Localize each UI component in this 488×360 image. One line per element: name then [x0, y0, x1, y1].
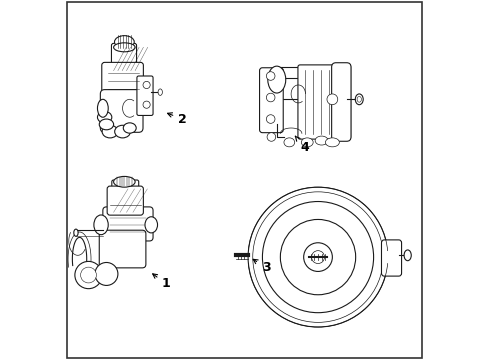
Ellipse shape — [403, 250, 410, 261]
FancyBboxPatch shape — [100, 90, 142, 132]
Text: 2: 2 — [167, 113, 186, 126]
Ellipse shape — [355, 94, 363, 105]
Ellipse shape — [97, 99, 108, 117]
Circle shape — [75, 261, 102, 289]
Ellipse shape — [114, 36, 134, 48]
Ellipse shape — [97, 112, 112, 123]
Circle shape — [326, 94, 337, 105]
Circle shape — [81, 267, 96, 283]
Circle shape — [266, 72, 274, 80]
FancyBboxPatch shape — [102, 207, 153, 241]
Circle shape — [266, 133, 275, 141]
Circle shape — [142, 81, 150, 89]
Ellipse shape — [115, 125, 130, 138]
FancyBboxPatch shape — [331, 63, 350, 141]
Ellipse shape — [102, 125, 118, 138]
FancyBboxPatch shape — [297, 65, 350, 139]
Ellipse shape — [94, 215, 108, 235]
Circle shape — [262, 202, 373, 313]
Ellipse shape — [314, 136, 327, 145]
Ellipse shape — [144, 217, 157, 233]
FancyBboxPatch shape — [381, 240, 401, 276]
Circle shape — [142, 101, 150, 108]
Circle shape — [266, 93, 274, 102]
Ellipse shape — [113, 176, 135, 187]
Circle shape — [95, 262, 118, 285]
Ellipse shape — [267, 66, 285, 93]
Ellipse shape — [158, 89, 162, 95]
FancyBboxPatch shape — [276, 78, 300, 99]
Circle shape — [266, 115, 274, 123]
Circle shape — [303, 243, 332, 271]
Ellipse shape — [356, 96, 361, 102]
Circle shape — [280, 220, 355, 295]
FancyBboxPatch shape — [102, 62, 143, 100]
Text: 1: 1 — [152, 274, 170, 291]
Text: 4: 4 — [295, 136, 308, 153]
Circle shape — [247, 187, 387, 327]
FancyBboxPatch shape — [137, 76, 153, 116]
FancyBboxPatch shape — [112, 180, 139, 194]
Ellipse shape — [74, 229, 78, 236]
FancyBboxPatch shape — [107, 186, 143, 215]
Ellipse shape — [123, 123, 136, 133]
Ellipse shape — [284, 138, 294, 147]
FancyBboxPatch shape — [99, 230, 145, 268]
Ellipse shape — [99, 119, 113, 130]
Ellipse shape — [113, 43, 135, 52]
FancyBboxPatch shape — [259, 68, 283, 133]
Ellipse shape — [301, 138, 312, 147]
FancyBboxPatch shape — [276, 67, 300, 92]
FancyBboxPatch shape — [111, 43, 136, 73]
Text: 3: 3 — [253, 259, 270, 274]
Ellipse shape — [325, 138, 339, 147]
Circle shape — [311, 251, 324, 264]
